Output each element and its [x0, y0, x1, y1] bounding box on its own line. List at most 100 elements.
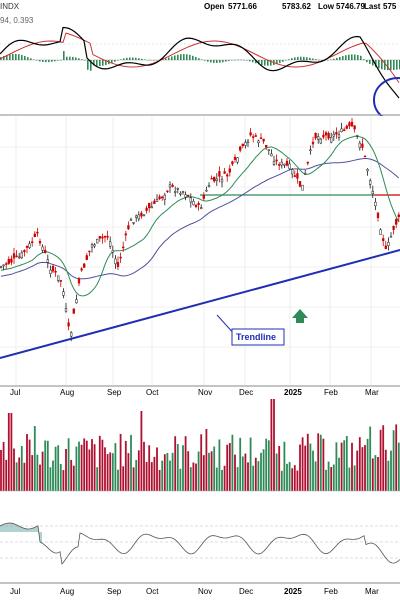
volume-bar	[208, 452, 210, 491]
candle-body	[272, 161, 276, 165]
candle-body	[291, 169, 294, 175]
macd-histogram-bar	[270, 60, 272, 66]
volume-bar	[5, 459, 8, 491]
macd-histogram-bar	[174, 55, 176, 60]
macd-histogram-bar	[246, 60, 248, 61]
candle-body	[64, 308, 68, 312]
macd-histogram-bar	[6, 55, 8, 60]
volume-bar	[395, 424, 398, 491]
candle-body	[340, 128, 343, 133]
macd-histogram-bar	[258, 60, 260, 65]
candle-body	[155, 198, 159, 202]
macd-histogram-bar	[165, 58, 167, 60]
macd-histogram-bar	[105, 60, 107, 66]
volume-bar	[236, 467, 239, 491]
month-tick-label: Aug	[60, 587, 75, 596]
macd-histogram-bar	[309, 57, 311, 60]
volume-bar	[226, 444, 229, 491]
volume-bar	[273, 399, 275, 491]
macd-histogram-bar	[312, 58, 314, 60]
volume-bar	[241, 456, 244, 491]
candle-body	[319, 138, 322, 144]
macd-histogram-bar	[288, 59, 290, 60]
volume-bar	[65, 448, 67, 491]
volume-bar	[171, 452, 174, 491]
macd-histogram-bar	[147, 60, 149, 61]
macd-histogram-bar	[189, 54, 191, 60]
candle-body	[114, 258, 117, 265]
macd-histogram-bar	[54, 60, 56, 62]
macd-histogram-bar	[15, 53, 17, 60]
candle-body	[54, 270, 57, 273]
macd-histogram-bar	[276, 60, 278, 65]
macd-histogram	[0, 51, 400, 71]
volume-bar	[286, 463, 288, 491]
candle-body	[36, 231, 39, 234]
macd-histogram-bar	[102, 60, 104, 66]
candle-body	[259, 137, 263, 139]
macd-histogram-bar	[294, 57, 296, 60]
volume-bar	[338, 457, 340, 491]
volume-bar	[228, 443, 231, 491]
volume-bar	[280, 470, 283, 491]
volume-bar	[98, 435, 101, 491]
macd-histogram-bar	[84, 60, 86, 61]
low-label: Low	[318, 2, 334, 11]
volume-bar	[215, 467, 218, 491]
volume-bar	[260, 452, 262, 491]
macd-panel	[0, 26, 400, 116]
candle-body	[379, 229, 382, 235]
macd-histogram-bar	[345, 55, 347, 60]
macd-histogram-bar	[348, 54, 350, 60]
macd-histogram-bar	[378, 60, 380, 69]
macd-histogram-bar	[63, 51, 65, 60]
macd-histogram-bar	[66, 56, 68, 60]
macd-histogram-bar	[144, 59, 146, 61]
volume-bar	[249, 437, 252, 491]
candle-body	[236, 157, 239, 163]
candle-body	[200, 207, 203, 210]
macd-histogram-bar	[9, 54, 11, 60]
candle-body	[103, 236, 107, 238]
candle-body	[93, 244, 96, 247]
candle-body	[314, 132, 317, 139]
macd-histogram-bar	[183, 54, 185, 60]
candle-body	[262, 138, 265, 142]
macd-histogram-bar	[351, 54, 353, 60]
candle-body	[187, 194, 190, 197]
candle-body	[231, 161, 234, 165]
volume-bar	[371, 458, 374, 491]
candle-body	[309, 149, 312, 152]
macd-histogram-bar	[204, 60, 206, 61]
month-tick-label: Sep	[107, 587, 122, 596]
volume-bar	[379, 429, 382, 491]
open-value: 5771.66	[228, 2, 257, 11]
macd-histogram-bar	[354, 54, 356, 60]
candle-body	[228, 168, 231, 173]
volume-bar	[85, 440, 88, 491]
macd-histogram-bar	[69, 56, 71, 60]
candle-body	[127, 225, 130, 230]
volume-bar	[304, 445, 307, 491]
macd-histogram-bar	[213, 60, 215, 63]
candle-body	[356, 135, 359, 137]
macd-histogram-bar	[198, 58, 200, 60]
candle-body	[350, 121, 354, 127]
candle-body	[293, 175, 296, 177]
candle-body	[353, 125, 356, 130]
macd-histogram-bar	[366, 60, 368, 63]
volume-bar	[31, 455, 34, 491]
trendline-label-box	[231, 328, 285, 346]
macd-line	[0, 26, 400, 99]
volume-bar	[106, 454, 109, 491]
macd-histogram-bar	[42, 60, 44, 62]
candle-body	[163, 194, 166, 200]
candle-body	[7, 259, 10, 264]
volume-bar	[330, 467, 333, 491]
candle-body	[75, 299, 78, 304]
macd-histogram-bar	[255, 60, 257, 64]
volume-bar	[23, 462, 26, 491]
month-tick-label: Oct	[146, 388, 159, 397]
candle-body	[330, 137, 333, 143]
volume-bar	[143, 441, 145, 491]
